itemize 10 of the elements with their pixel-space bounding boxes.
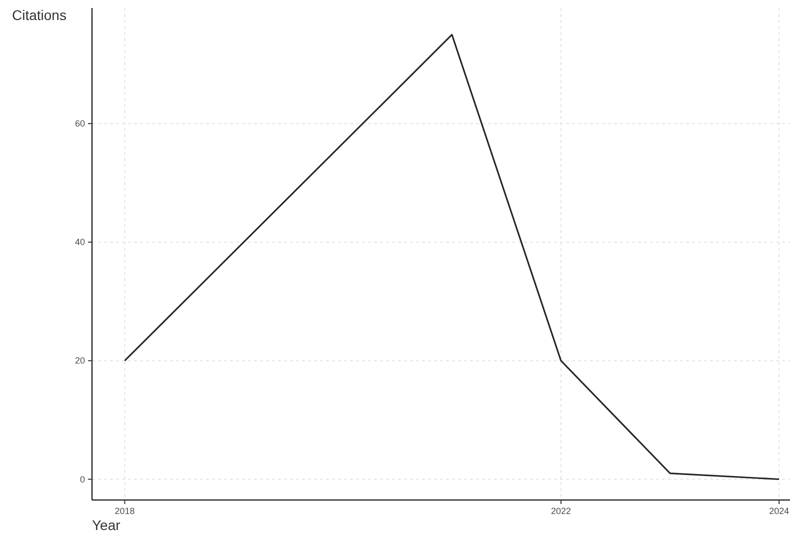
x-axis-title: Year bbox=[92, 517, 121, 533]
x-tick-label: 2022 bbox=[550, 506, 571, 516]
line-series bbox=[124, 34, 780, 480]
y-axis-title: Citations bbox=[12, 7, 66, 23]
y-tick-label: 0 bbox=[80, 474, 85, 484]
x-tick-label: 2018 bbox=[114, 506, 135, 516]
y-tick-label: 60 bbox=[74, 118, 85, 129]
y-tick-label: 20 bbox=[74, 356, 85, 366]
y-tick-label: 40 bbox=[74, 237, 85, 248]
x-tick-label: 2024 bbox=[769, 506, 790, 516]
